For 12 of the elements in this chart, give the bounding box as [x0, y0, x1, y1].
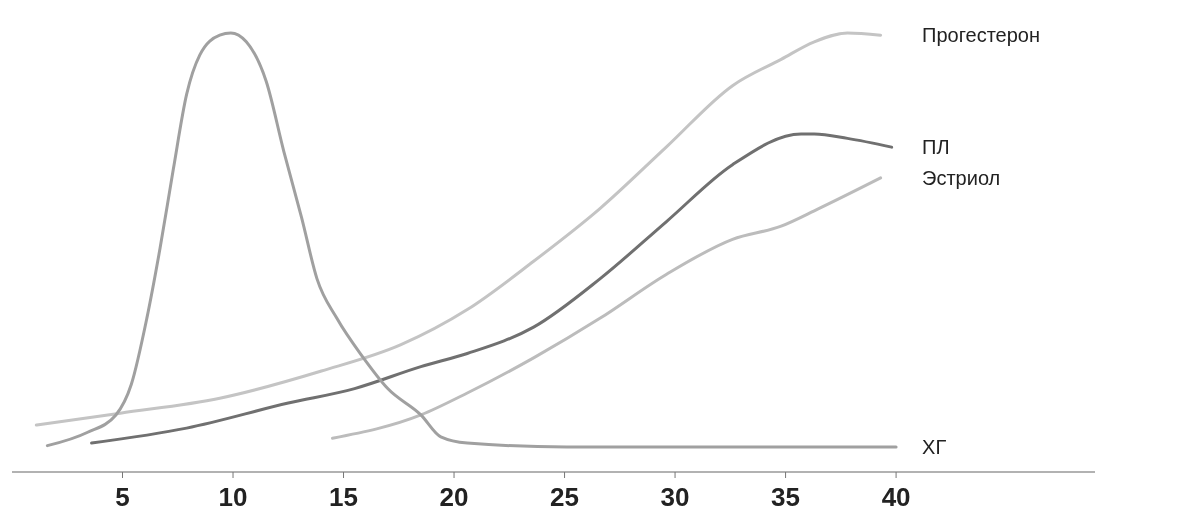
x-tick-label: 35 — [771, 482, 801, 512]
text: Прогестерон — [922, 24, 1041, 47]
x-tick-label: 20 — [439, 482, 469, 512]
x-tick-label: 5 — [115, 482, 130, 512]
series-label: ХГ — [922, 435, 947, 458]
text: Эстриол — [922, 166, 1001, 189]
x-tick-label: 30 — [660, 482, 690, 512]
x-tick-label: 25 — [550, 482, 580, 512]
series-label: ПЛ — [922, 136, 950, 159]
x-tick-label: 10 — [218, 482, 248, 512]
x-tick-label: 15 — [329, 482, 358, 512]
x-tick-label: 40 — [881, 482, 911, 512]
